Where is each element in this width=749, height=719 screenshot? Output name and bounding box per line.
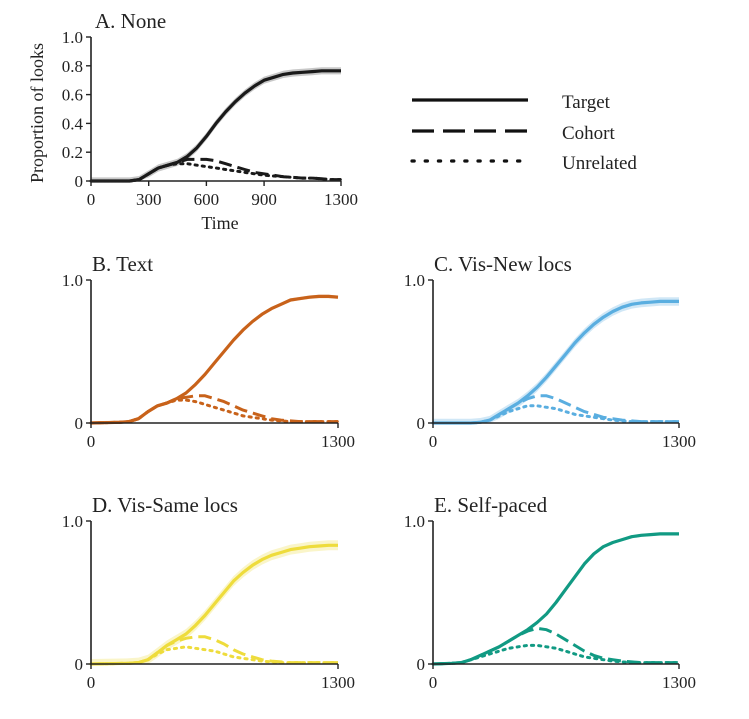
y-tick-label: 0 <box>417 414 426 433</box>
series-line-unrelated <box>89 398 340 425</box>
confidence-band <box>433 297 679 423</box>
y-tick-label: 0 <box>75 172 84 191</box>
panel-title: E. Self-paced <box>434 493 548 517</box>
chart-panel-c: C. Vis-New locs 0 1.0 0 1300 <box>404 252 696 451</box>
legend: Target Cohort Unrelated <box>410 92 637 174</box>
series-line-target <box>91 69 341 183</box>
panel-title: B. Text <box>92 252 153 276</box>
series-line-unrelated <box>89 645 340 666</box>
y-tick-label: 0.4 <box>62 114 84 133</box>
y-tick-label: 0.2 <box>62 143 83 162</box>
panel-title: D. Vis-Same locs <box>92 493 238 517</box>
x-tick-label: 1300 <box>662 673 696 692</box>
y-tick-label: 1.0 <box>62 271 83 290</box>
x-tick-label: 0 <box>87 190 96 209</box>
confidence-band <box>433 532 679 664</box>
panel-title: A. None <box>95 9 166 33</box>
y-tick-label: 1.0 <box>62 28 83 47</box>
series-line-unrelated <box>431 643 681 666</box>
y-tick-label: 1.0 <box>62 512 83 531</box>
x-tick-label: 1300 <box>324 190 358 209</box>
legend-label-cohort: Cohort <box>562 123 616 144</box>
x-tick-label: 0 <box>87 432 96 451</box>
confidence-band <box>91 294 338 423</box>
x-axis-title: Time <box>201 213 238 233</box>
y-tick-label: 0.6 <box>62 86 83 105</box>
x-tick-label: 1300 <box>321 673 355 692</box>
y-tick-label: 1.0 <box>404 512 425 531</box>
x-tick-label: 600 <box>194 190 220 209</box>
x-tick-label: 900 <box>251 190 277 209</box>
legend-label-unrelated: Unrelated <box>562 153 637 174</box>
y-tick-label: 0 <box>75 414 84 433</box>
series-line-target <box>90 294 339 425</box>
y-tick-label: 0 <box>417 655 426 674</box>
series-line-cohort <box>90 394 338 425</box>
chart-panel-d: D. Vis-Same locs 0 1.0 0 1300 <box>62 493 355 692</box>
y-tick-label: 1.0 <box>404 271 425 290</box>
chart-panel-b: B. Text 0 1.0 0 1300 <box>62 252 355 451</box>
y-axis-title: Proportion of looks <box>27 43 47 183</box>
chart-panel-e: E. Self-paced 0 1.0 0 1300 <box>404 493 696 692</box>
x-tick-label: 0 <box>87 673 96 692</box>
y-tick-label: 0.8 <box>62 57 83 76</box>
chart-panel-a: A. None 0 0.2 0.4 0.6 0.8 1.0 0 300 600 900 1300 Tim… <box>27 9 358 233</box>
panel-title: C. Vis-New locs <box>434 252 572 276</box>
series-line-unrelated <box>431 404 681 425</box>
series-line-unrelated <box>89 162 343 183</box>
series-line-target <box>90 543 338 666</box>
x-tick-label: 1300 <box>321 432 355 451</box>
series-line-target <box>432 532 679 666</box>
x-tick-label: 300 <box>136 190 162 209</box>
legend-label-target: Target <box>562 92 611 113</box>
x-tick-label: 1300 <box>662 432 696 451</box>
y-tick-label: 0 <box>75 655 84 674</box>
x-tick-label: 0 <box>429 432 438 451</box>
x-tick-label: 0 <box>429 673 438 692</box>
